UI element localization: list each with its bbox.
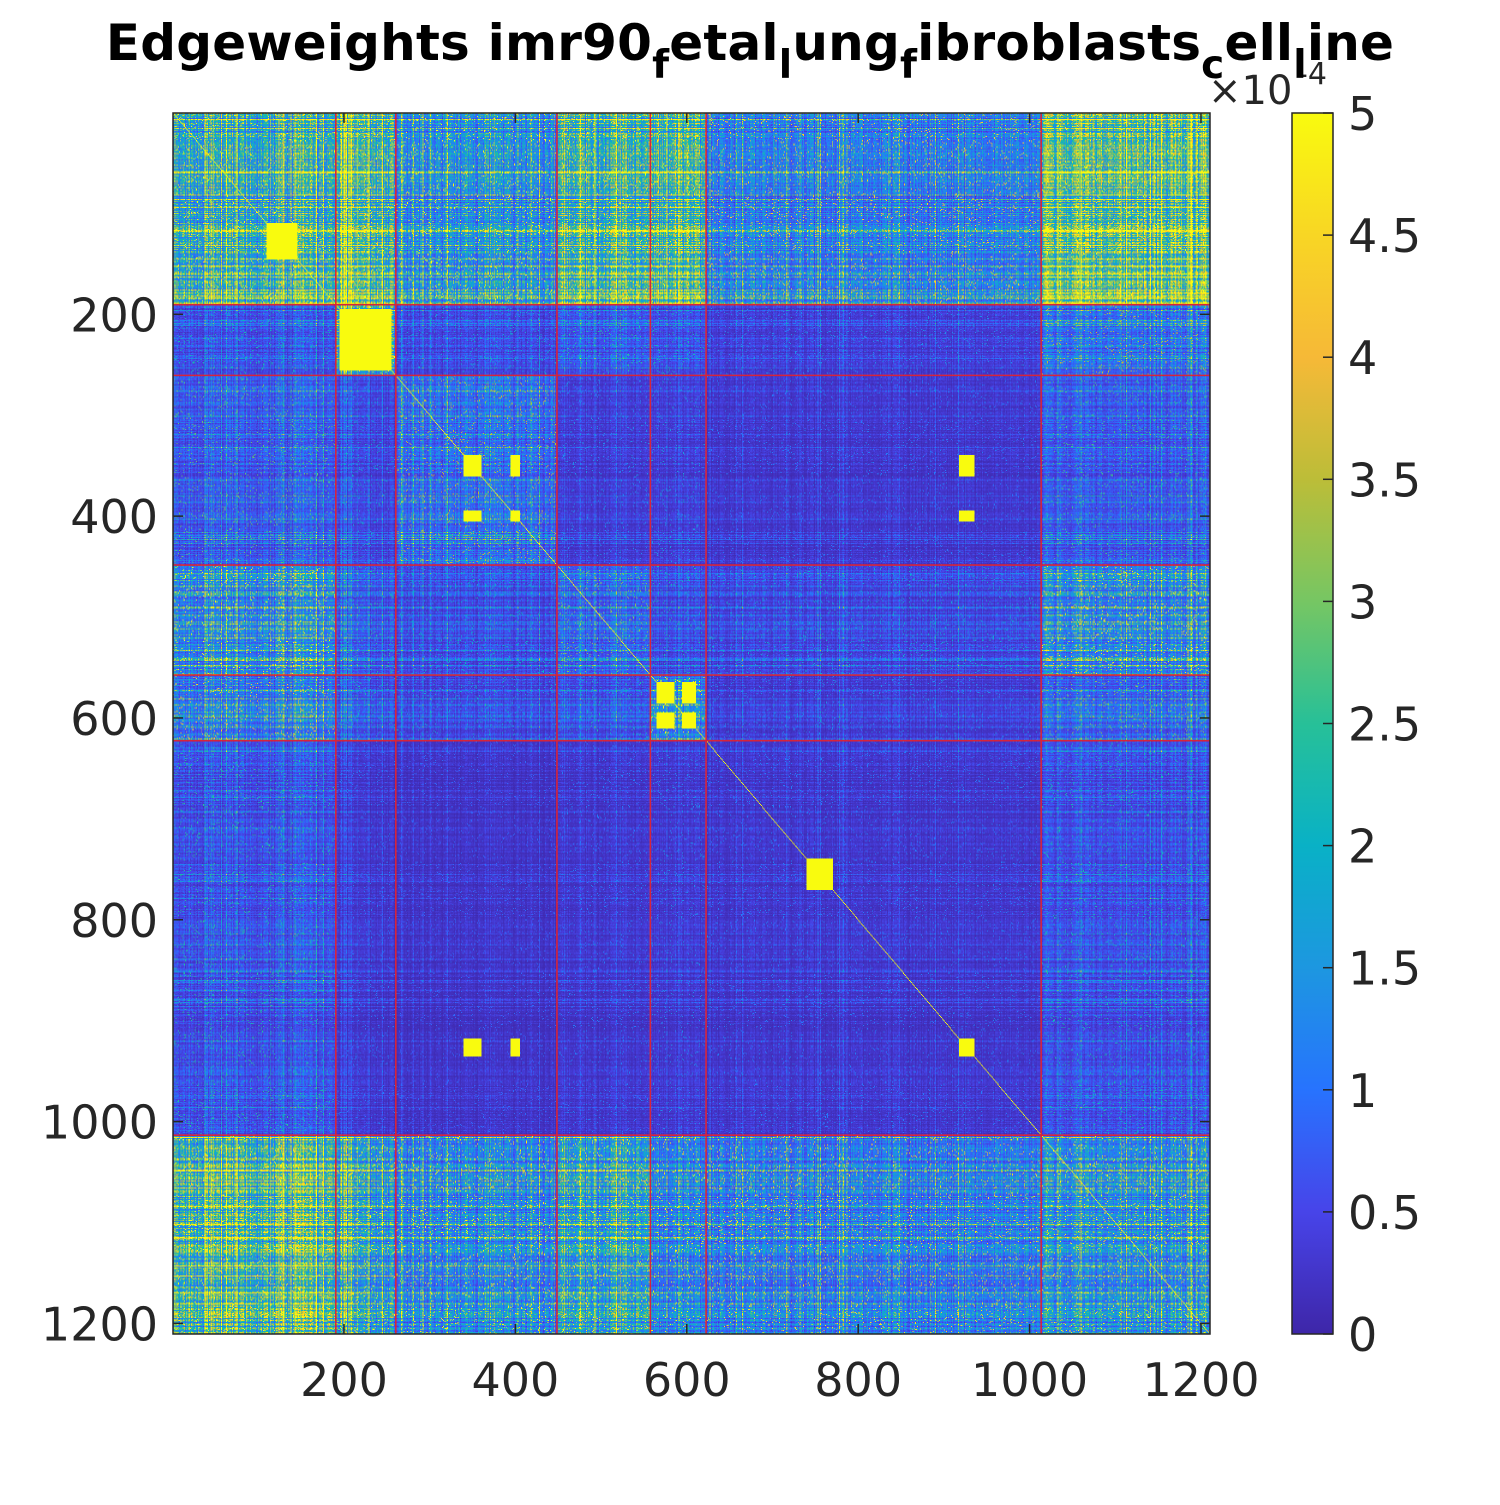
title-subscript: f [652, 42, 670, 88]
colorbar-exponent-base: ×10 [1208, 68, 1292, 114]
y-axis: 200 400 600 800 1000 1200 [41, 288, 1210, 1351]
x-tick-label: 1000 [971, 1353, 1088, 1407]
x-tick-label: 800 [814, 1353, 902, 1407]
title-segment: ine [1306, 14, 1395, 72]
x-tick-label: 1200 [1142, 1353, 1259, 1407]
heatmap-cells [173, 113, 1210, 1334]
y-tick-label: 1000 [41, 1096, 158, 1150]
heatmap-image [173, 113, 1210, 1334]
title-subscript: l [1293, 42, 1307, 88]
title-segment: etal [669, 14, 779, 72]
x-tick-label: 200 [300, 1353, 388, 1407]
title-subscript: f [899, 42, 918, 88]
title-segment: ibroblasts [917, 14, 1202, 72]
title-segment: ung [792, 14, 900, 72]
colorbar: 0 0.5 1 1.5 2 2.5 3 3.5 4 4.5 5 ×10 -4 [1208, 57, 1421, 1362]
colorbar-tick-label: 0.5 [1348, 1186, 1421, 1240]
colorbar-tick-label: 4 [1348, 331, 1377, 385]
title-subscript: l [778, 42, 793, 88]
x-axis: 200 400 600 800 1000 1200 [300, 113, 1260, 1407]
y-tick-label: 200 [70, 288, 158, 342]
title-segment: ell [1224, 14, 1294, 72]
plot-frame [172, 112, 1211, 1335]
title-subscript: c [1201, 42, 1225, 88]
colorbar-tick-label: 3.5 [1348, 453, 1421, 507]
x-tick-label: 600 [643, 1353, 731, 1407]
colorbar-tick-label: 2.5 [1348, 698, 1421, 752]
colorbar-tick-label: 3 [1348, 575, 1377, 629]
y-tick-label: 800 [70, 894, 158, 948]
title-segment: Edgeweights imr90 [105, 14, 653, 72]
colorbar-tick-label: 2 [1348, 820, 1377, 874]
cluster-boundary-lines [173, 113, 1210, 1334]
x-tick-label: 400 [471, 1353, 559, 1407]
chart-title: Edgeweights imr90fetallungfibroblastscel… [0, 14, 1500, 88]
colorbar-tick-label: 1.5 [1348, 942, 1421, 996]
colorbar-tick-label: 1 [1348, 1064, 1377, 1118]
y-tick-label: 1200 [41, 1297, 158, 1351]
colorbar-exponent-power: -4 [1297, 57, 1327, 92]
colorbar-tick-label: 4.5 [1348, 209, 1421, 263]
colorbar-tick-label: 5 [1348, 87, 1377, 141]
y-tick-label: 400 [70, 490, 158, 544]
y-tick-label: 600 [70, 692, 158, 746]
colorbar-tick-label: 0 [1348, 1308, 1377, 1362]
